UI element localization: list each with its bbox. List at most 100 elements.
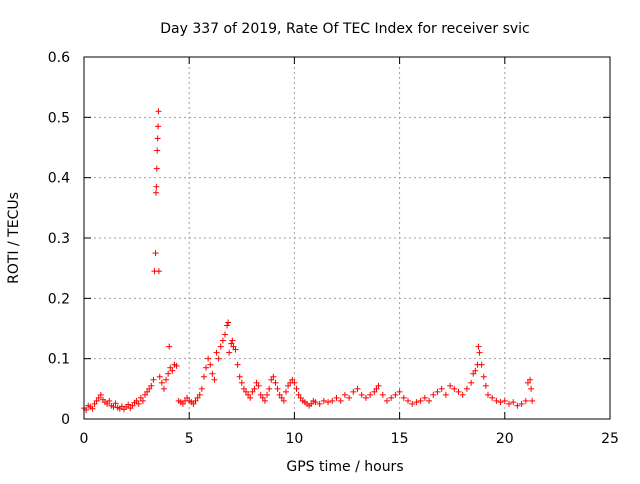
data-point xyxy=(155,123,162,130)
data-point xyxy=(282,388,289,395)
data-point xyxy=(354,385,361,392)
data-point xyxy=(463,385,470,392)
y-tick-label: 0.6 xyxy=(48,50,70,66)
data-point xyxy=(392,391,399,398)
y-axis-label: ROTI / TECUs xyxy=(6,192,22,284)
data-point xyxy=(150,376,157,383)
data-point xyxy=(371,388,378,395)
data-point xyxy=(482,382,489,389)
data-point xyxy=(137,394,144,401)
data-point xyxy=(135,400,142,407)
data-point xyxy=(285,382,292,389)
data-points xyxy=(81,108,536,413)
data-point xyxy=(484,391,491,398)
x-tick-label: 25 xyxy=(601,431,619,447)
data-point xyxy=(229,337,236,344)
data-point xyxy=(468,379,475,386)
data-point xyxy=(156,373,163,380)
data-point xyxy=(289,376,296,383)
data-point xyxy=(205,355,212,362)
y-tick-label: 0.5 xyxy=(48,110,70,126)
data-point xyxy=(95,394,102,401)
data-point xyxy=(106,397,113,404)
data-point xyxy=(215,355,222,362)
data-point xyxy=(169,367,176,374)
data-point xyxy=(110,403,117,410)
y-tick-label: 0 xyxy=(61,412,70,428)
data-point xyxy=(266,385,273,392)
data-point xyxy=(211,376,218,383)
data-point xyxy=(413,399,420,406)
data-point xyxy=(295,391,302,398)
data-point xyxy=(167,364,174,371)
data-point xyxy=(152,250,159,257)
data-point xyxy=(154,135,161,142)
data-point xyxy=(527,376,534,383)
data-point xyxy=(278,394,285,401)
data-point xyxy=(194,394,201,401)
data-point xyxy=(320,397,327,404)
data-point xyxy=(155,108,162,115)
data-point xyxy=(93,397,100,404)
data-point xyxy=(144,388,151,395)
data-point xyxy=(438,385,445,392)
data-point xyxy=(478,361,485,368)
data-point xyxy=(160,385,167,392)
x-tick-label: 20 xyxy=(496,431,514,447)
data-point xyxy=(506,400,513,407)
x-axis-label: GPS time / hours xyxy=(286,459,403,475)
data-point xyxy=(153,183,160,190)
data-point xyxy=(245,391,252,398)
y-tick-label: 0.1 xyxy=(48,352,70,368)
y-tick-label: 0.4 xyxy=(48,171,70,187)
data-point xyxy=(388,394,395,401)
data-point xyxy=(276,391,283,398)
data-point xyxy=(426,397,433,404)
data-point xyxy=(133,397,140,404)
data-point xyxy=(190,400,197,407)
data-point xyxy=(209,370,216,377)
data-point xyxy=(312,399,319,406)
data-point xyxy=(192,397,199,404)
data-point xyxy=(142,391,149,398)
data-point xyxy=(337,397,344,404)
data-point xyxy=(472,367,479,374)
data-point xyxy=(333,394,340,401)
data-point xyxy=(226,349,233,356)
data-point xyxy=(224,322,231,329)
data-point xyxy=(249,388,256,395)
data-point xyxy=(400,394,407,401)
data-point xyxy=(154,147,161,154)
y-tick-label: 0.3 xyxy=(48,231,70,247)
data-point xyxy=(118,403,125,410)
data-point xyxy=(470,370,477,377)
data-point xyxy=(514,402,521,409)
data-point xyxy=(253,379,260,386)
data-point xyxy=(228,340,235,347)
data-point xyxy=(297,394,304,401)
data-point xyxy=(261,397,268,404)
data-point xyxy=(203,364,210,371)
data-point xyxy=(153,165,160,172)
data-point xyxy=(268,376,275,383)
data-point xyxy=(383,397,390,404)
data-point xyxy=(165,370,172,377)
data-point xyxy=(442,391,449,398)
data-point xyxy=(417,397,424,404)
data-point xyxy=(255,382,262,389)
data-point xyxy=(405,397,412,404)
data-point xyxy=(270,373,277,380)
data-point xyxy=(497,399,504,406)
data-point xyxy=(528,385,535,392)
data-point xyxy=(155,268,162,275)
data-point xyxy=(89,405,96,412)
x-tick-label: 0 xyxy=(80,431,89,447)
data-point xyxy=(379,391,386,398)
data-point xyxy=(316,400,323,407)
data-point xyxy=(489,394,496,401)
data-point xyxy=(455,388,462,395)
data-point xyxy=(430,391,437,398)
data-point xyxy=(409,400,416,407)
